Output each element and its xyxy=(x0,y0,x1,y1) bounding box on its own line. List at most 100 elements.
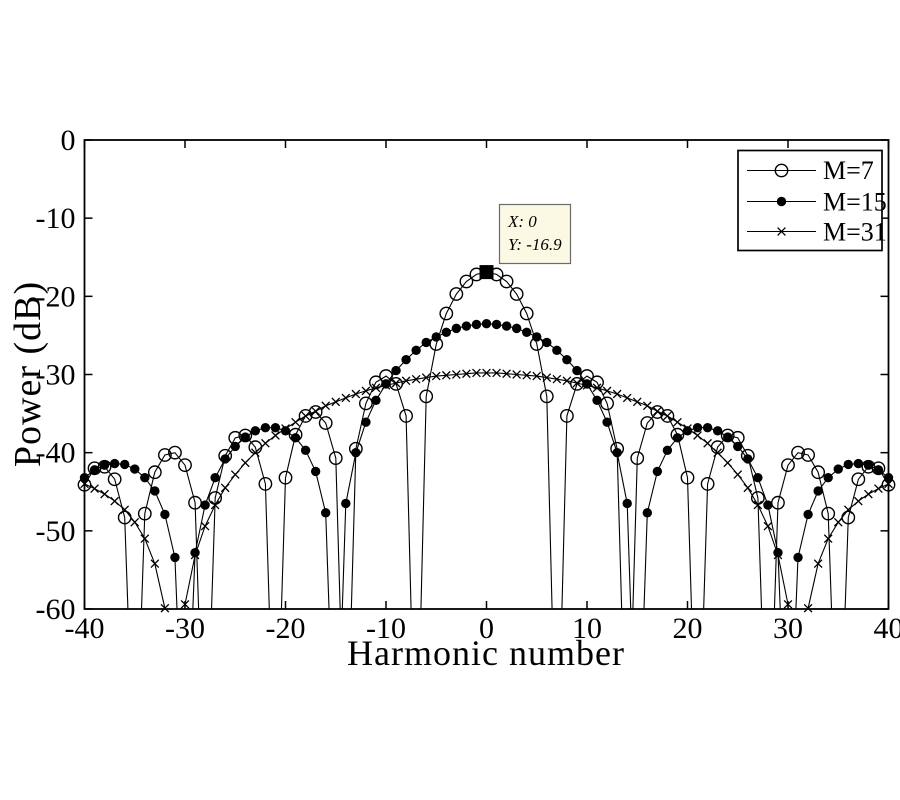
series-m31-marker[interactable] xyxy=(281,424,290,433)
series-m15-marker[interactable] xyxy=(391,365,401,376)
series-m31-marker[interactable] xyxy=(763,521,773,531)
series-m31-marker[interactable] xyxy=(441,370,451,380)
series-m15-marker[interactable] xyxy=(692,422,703,433)
series-m15-marker[interactable] xyxy=(401,354,411,365)
series-m15-marker[interactable] xyxy=(753,472,763,483)
series-m15-marker[interactable] xyxy=(592,395,602,405)
series-m31-marker[interactable] xyxy=(582,381,592,390)
series-m31-marker[interactable] xyxy=(401,376,411,386)
series-m31-marker[interactable] xyxy=(723,458,733,468)
series-m31-marker[interactable] xyxy=(713,448,723,458)
series-m31-marker[interactable] xyxy=(381,381,391,390)
series-m31-marker[interactable] xyxy=(250,448,260,458)
series-m31-marker[interactable] xyxy=(100,489,109,499)
series-m15-marker[interactable] xyxy=(461,321,472,331)
series-m31-marker[interactable] xyxy=(351,389,361,399)
legend-label-m15[interactable]: M=15 xyxy=(823,188,887,217)
series-m31-marker[interactable] xyxy=(843,505,853,515)
series-m7-marker[interactable] xyxy=(258,477,273,491)
series-m7-marker[interactable] xyxy=(499,274,514,289)
series-m31-marker[interactable] xyxy=(673,417,682,427)
series-m15-marker[interactable] xyxy=(361,417,371,427)
series-m31-marker[interactable] xyxy=(693,431,702,440)
series-m31-marker[interactable] xyxy=(813,559,823,569)
series-m15-marker[interactable] xyxy=(210,472,220,483)
series-m31-marker[interactable] xyxy=(261,438,270,448)
series-m31-marker[interactable] xyxy=(683,424,692,433)
series-m31-marker[interactable] xyxy=(190,550,200,560)
series-m31-marker[interactable] xyxy=(512,370,522,379)
series-m15-marker[interactable] xyxy=(853,458,864,469)
series-m15-marker[interactable] xyxy=(682,426,693,436)
series-m31-marker[interactable] xyxy=(140,534,150,544)
series-m7-marker[interactable] xyxy=(680,470,695,485)
series-m15-marker[interactable] xyxy=(522,327,532,337)
series-m15-marker[interactable] xyxy=(240,432,250,442)
series-m15-marker[interactable] xyxy=(843,459,853,470)
series-m31-marker[interactable] xyxy=(180,599,190,609)
series-m15-marker[interactable] xyxy=(733,441,743,452)
series-m31-marker[interactable] xyxy=(301,411,310,421)
series-m31-marker[interactable] xyxy=(120,505,130,515)
series-m31-marker[interactable] xyxy=(773,550,783,560)
series-m15-marker[interactable] xyxy=(150,486,160,496)
series-m7-marker[interactable] xyxy=(791,445,805,460)
series-m31-marker[interactable] xyxy=(110,496,120,506)
series-m15-marker[interactable] xyxy=(411,345,421,355)
series-m31-marker[interactable] xyxy=(230,470,240,479)
series-m31-marker[interactable] xyxy=(522,370,532,380)
series-m7-marker[interactable] xyxy=(640,416,655,430)
series-m31-marker[interactable] xyxy=(240,458,250,468)
series-m15-markers[interactable] xyxy=(79,318,894,563)
datatip-square-marker[interactable] xyxy=(479,265,494,280)
series-m15-marker[interactable] xyxy=(381,379,391,389)
series-m15-marker[interactable] xyxy=(602,417,612,427)
series-m15-marker[interactable] xyxy=(200,500,210,510)
series-m31-marker[interactable] xyxy=(502,369,511,379)
series-m15-marker[interactable] xyxy=(773,548,783,558)
series-m31-marker[interactable] xyxy=(733,470,743,479)
datatip-box[interactable] xyxy=(498,203,572,265)
series-m7-marker[interactable] xyxy=(449,287,464,301)
series-m31-marker[interactable] xyxy=(150,559,160,569)
series-m31-marker[interactable] xyxy=(431,371,441,381)
series-m31-marker[interactable] xyxy=(884,479,893,489)
series-m31-marker[interactable] xyxy=(602,386,612,396)
series-m15-marker[interactable] xyxy=(803,509,813,520)
series-m31-marker[interactable] xyxy=(331,397,341,407)
series-m31-marker[interactable] xyxy=(291,417,300,427)
series-m15-marker[interactable] xyxy=(270,422,281,433)
legend-label-m31[interactable]: M=31 xyxy=(823,218,887,247)
series-m31-marker[interactable] xyxy=(482,368,491,378)
series-m15-marker[interactable] xyxy=(120,459,130,470)
series-m15-marker[interactable] xyxy=(562,354,572,365)
series-m7-marker[interactable] xyxy=(630,451,645,466)
series-m7-marker[interactable] xyxy=(419,389,434,404)
series-m15-marker[interactable] xyxy=(79,472,90,483)
series-m31-marker[interactable] xyxy=(361,386,371,396)
series-m31-marker[interactable] xyxy=(853,496,863,506)
series-m15-marker[interactable] xyxy=(451,323,462,334)
series-m31-marker[interactable] xyxy=(321,401,331,411)
series-m31-marker[interactable] xyxy=(220,483,230,493)
series-m31-marker[interactable] xyxy=(391,378,401,388)
series-m15-marker[interactable] xyxy=(612,447,622,458)
datatip[interactable]: X: 0 Y: -16.9 xyxy=(479,203,572,280)
series-m31-marker[interactable] xyxy=(652,406,662,416)
series-m31-marker[interactable] xyxy=(341,393,351,403)
series-m15-marker[interactable] xyxy=(511,323,522,334)
series-m15-marker[interactable] xyxy=(230,441,240,452)
series-m31-marker[interactable] xyxy=(200,521,210,531)
series-m15-marker[interactable] xyxy=(89,465,100,475)
series-m15-marker[interactable] xyxy=(109,458,120,469)
series-m7-marker[interactable] xyxy=(157,448,172,462)
series-m31-marker[interactable] xyxy=(783,599,793,609)
series-m15-marker[interactable] xyxy=(190,548,200,558)
series-m15-marker[interactable] xyxy=(672,433,683,443)
series-m7-marker[interactable] xyxy=(539,389,554,404)
series-m15-marker[interactable] xyxy=(310,466,321,477)
series-m15-marker[interactable] xyxy=(471,319,482,330)
series-m15-marker[interactable] xyxy=(763,500,773,510)
series-m31-marker[interactable] xyxy=(612,389,622,399)
series-m15-marker[interactable] xyxy=(220,454,230,464)
